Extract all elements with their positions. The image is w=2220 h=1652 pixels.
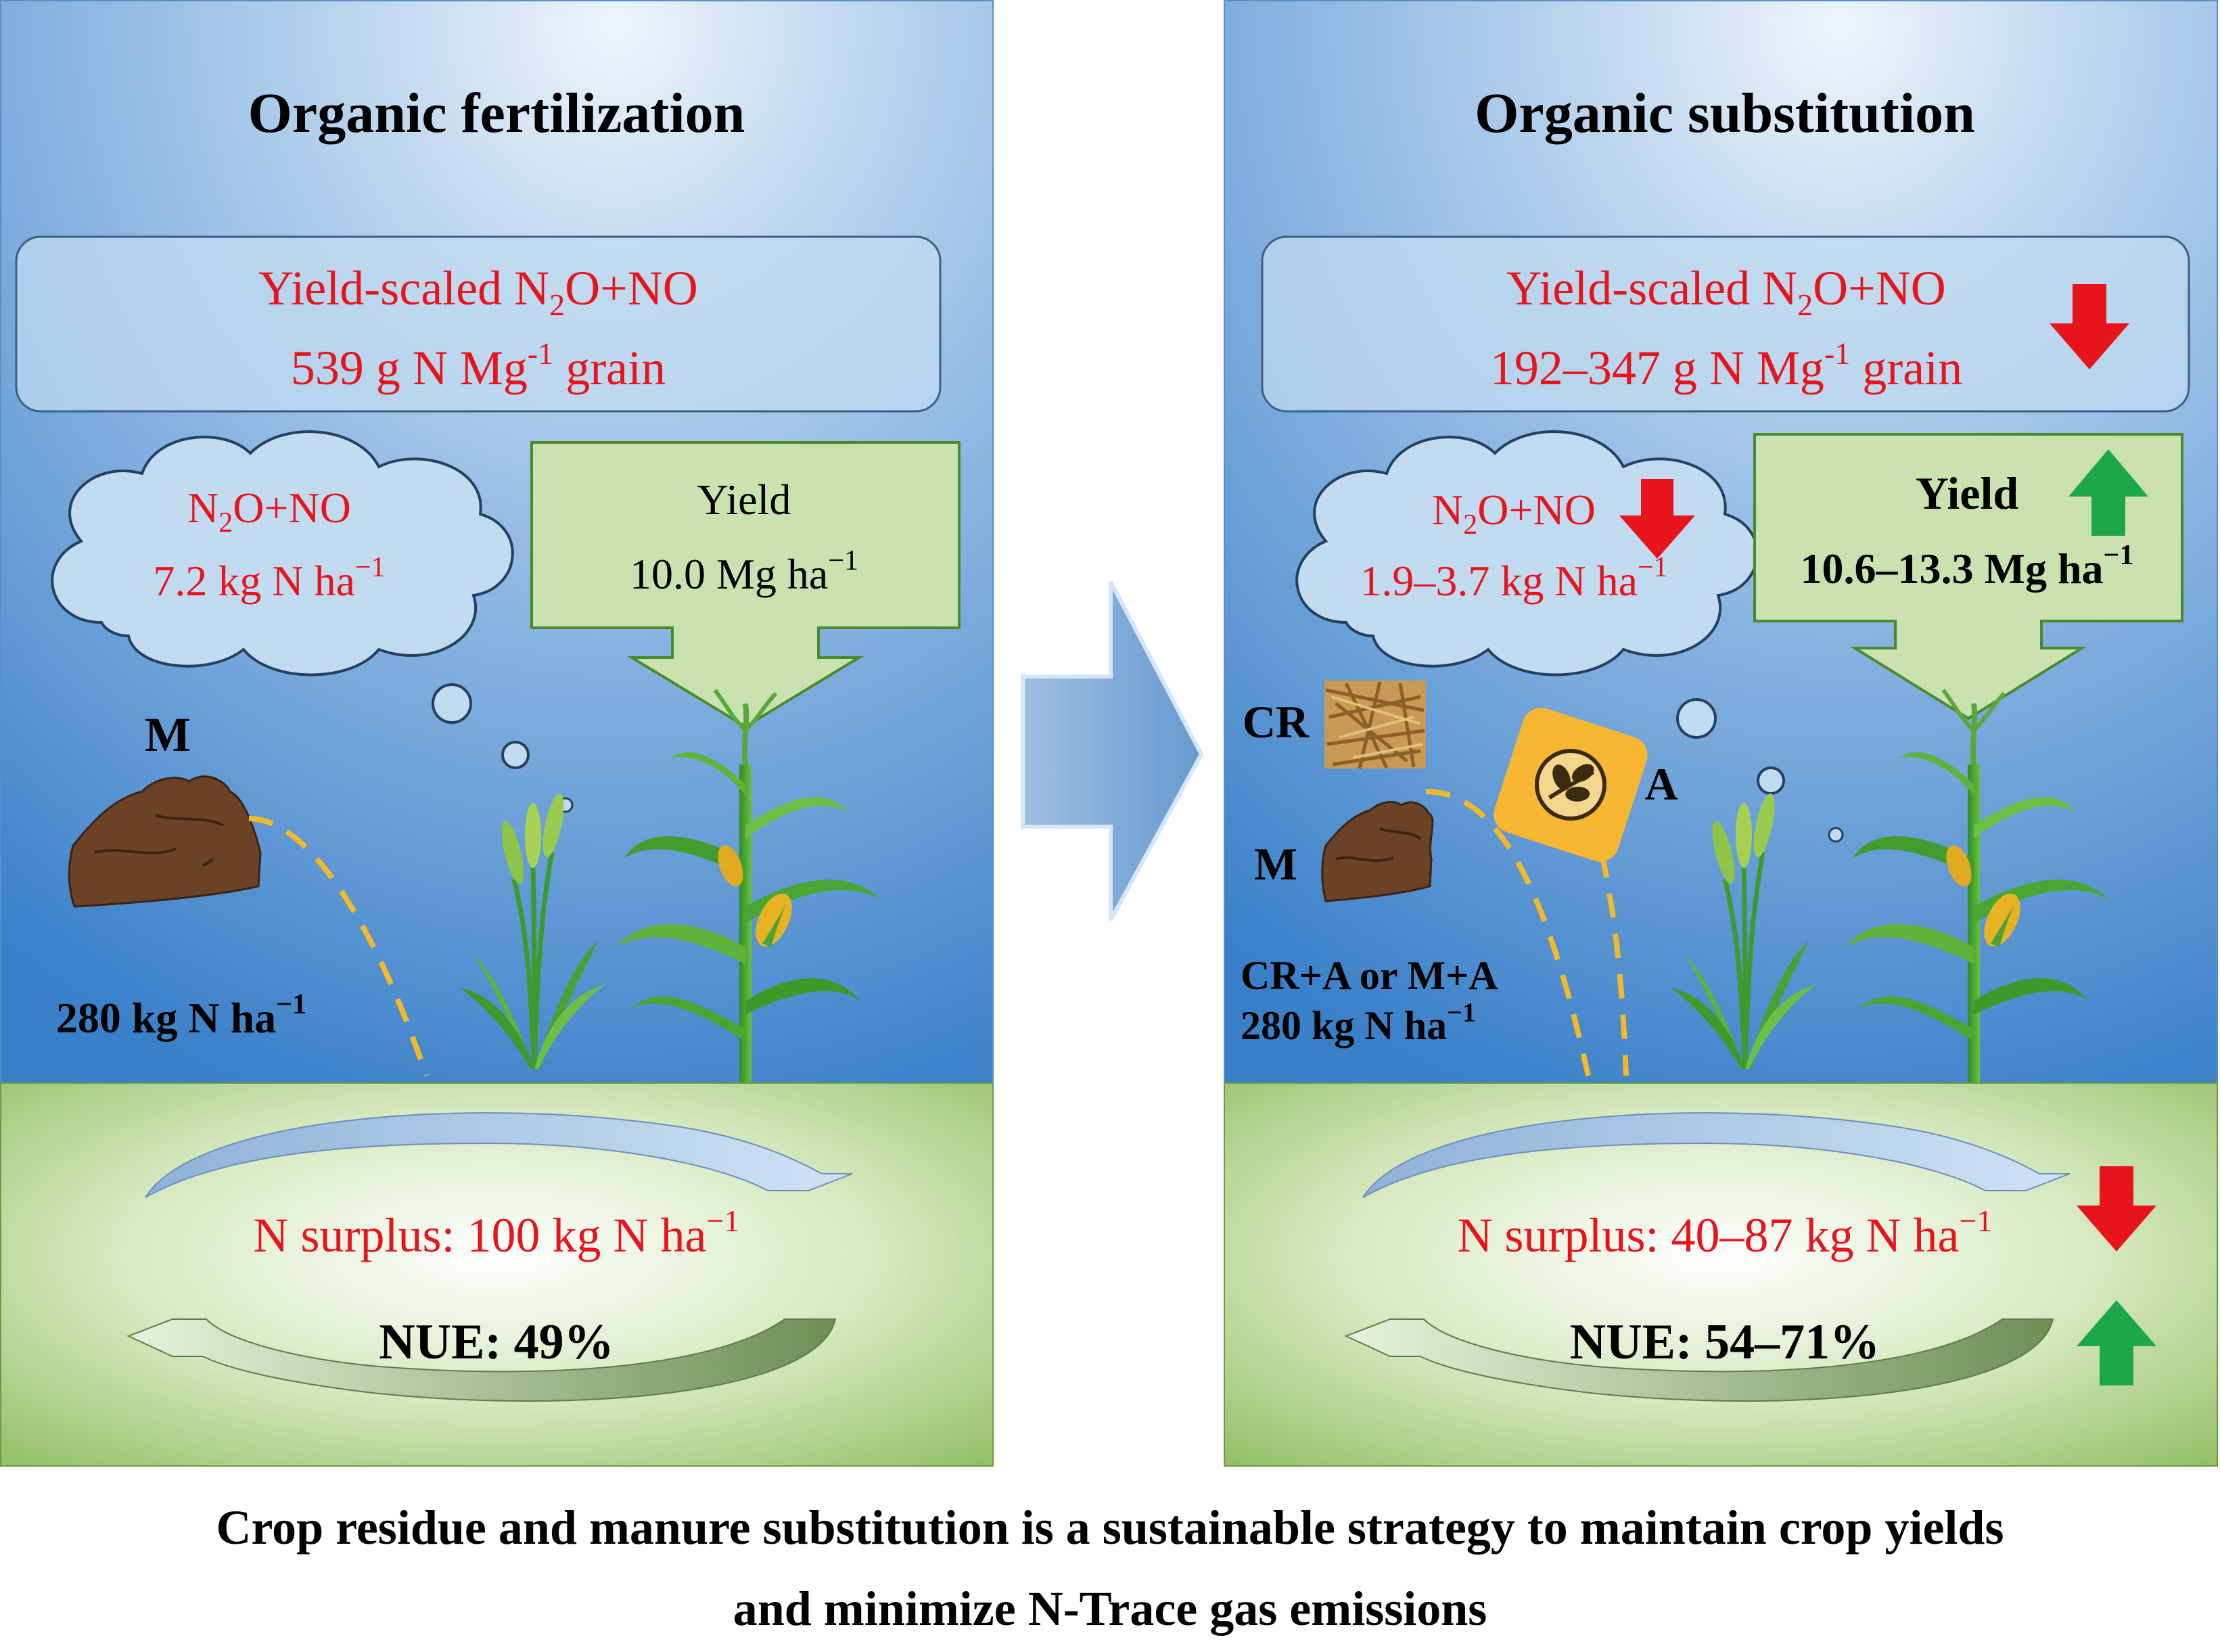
yield-arrow — [530, 441, 961, 729]
yield-scaled-box — [15, 235, 942, 413]
soil-background — [1224, 1082, 2218, 1467]
down-arrow-icon — [1619, 479, 1695, 559]
nue-value: NUE: 49% — [379, 1314, 614, 1370]
caption-line-1: Crop residue and manure substitution is … — [216, 1500, 2004, 1555]
crop-residue-icon — [1324, 681, 1426, 769]
left-panel: Organic fertilization Yield-scaled N2O+N… — [0, 0, 994, 1467]
n-surplus: N surplus: 100 kg N ha−1 — [254, 1203, 740, 1262]
application-rate: 280 kg N ha−1 — [1241, 997, 1476, 1048]
panel-title: Organic substitution — [1475, 82, 1975, 145]
thought-bubble — [1676, 698, 1717, 739]
additive-label: A — [1644, 758, 1678, 810]
down-arrow-icon — [2050, 284, 2129, 369]
soil-background — [0, 1082, 994, 1467]
process-arrow-icon — [1021, 580, 1204, 921]
yield-scaled-label: Yield-scaled N2O+NO — [258, 261, 697, 322]
cloud-label: N2O+NO — [187, 484, 351, 538]
treatment-label: CR+A or M+A — [1241, 953, 1498, 998]
yield-arrow — [1753, 433, 2183, 720]
manure-label: M — [145, 708, 191, 762]
cloud-value: 7.2 kg N ha−1 — [153, 552, 385, 605]
manure-label: M — [1254, 838, 1297, 890]
up-arrow-icon — [2077, 1300, 2156, 1385]
flow-arrow-bottom — [126, 1318, 837, 1402]
thought-bubble — [1828, 827, 1844, 843]
yield-value: 10.0 Mg ha−1 — [630, 545, 858, 598]
right-panel: Organic substitution Yield-scaled N2O+NO… — [1224, 0, 2218, 1467]
crop-residue-label: CR — [1243, 696, 1310, 748]
thought-bubble — [1757, 766, 1785, 795]
yield-label: Yield — [697, 476, 791, 524]
cloud-value: 1.9–3.7 kg N ha−1 — [1360, 552, 1667, 605]
flow-arrow-top — [1362, 1112, 2071, 1198]
panel-title: Organic fertilization — [248, 82, 745, 145]
nue-value: NUE: 54–71% — [1570, 1314, 1880, 1370]
thought-bubble — [432, 683, 472, 724]
flow-arrow-bottom — [1344, 1318, 2054, 1402]
yield-scaled-value: 192–347 g N Mg-1 grain — [1490, 336, 1962, 395]
cloud-icon — [51, 430, 514, 676]
manure-icon — [1321, 801, 1434, 902]
up-arrow-icon — [2068, 449, 2148, 536]
caption-line-2: and minimize N-Trace gas emissions — [733, 1582, 1487, 1636]
application-path — [248, 816, 429, 1077]
flow-arrow-top — [145, 1112, 853, 1198]
manure-texture — [1335, 827, 1422, 863]
yield-value: 10.6–13.3 Mg ha−1 — [1801, 540, 2134, 593]
thought-bubble — [501, 741, 530, 769]
cloud-label: N2O+NO — [1432, 486, 1596, 541]
down-arrow-icon — [2077, 1166, 2156, 1252]
additive-icon — [1494, 708, 1648, 862]
application-path — [1425, 789, 1591, 1076]
manure-texture — [94, 814, 224, 867]
manure-icon — [68, 775, 262, 908]
yield-label: Yield — [1916, 467, 2019, 519]
application-rate: 280 kg N ha−1 — [56, 989, 306, 1042]
n-surplus: N surplus: 40–87 kg N ha−1 — [1458, 1203, 1993, 1262]
yield-scaled-box — [1261, 235, 2190, 413]
yield-scaled-label: Yield-scaled N2O+NO — [1506, 261, 1945, 322]
yield-scaled-value: 539 g N Mg-1 grain — [291, 336, 666, 395]
